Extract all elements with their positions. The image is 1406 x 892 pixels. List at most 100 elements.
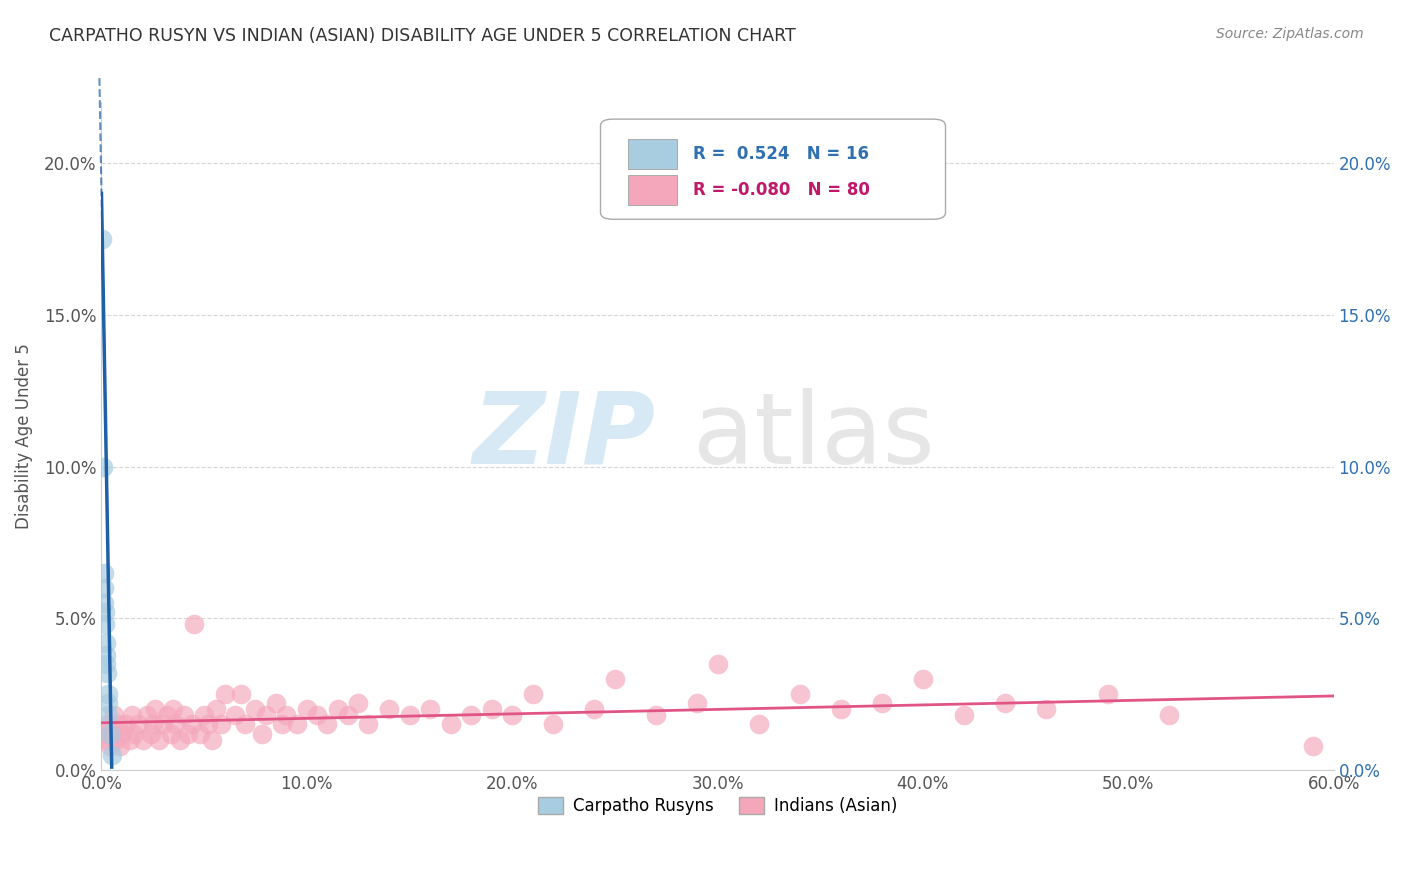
Point (398, 708, 420, 723)
Point (188, 726, 211, 740)
Point (197, 717, 219, 731)
Point (336, 708, 359, 723)
Point (156, 708, 179, 723)
Point (93, 726, 115, 740)
Point (173, 708, 195, 723)
Point (1302, 739, 1324, 753)
Point (180, 717, 202, 731)
Point (169, 732, 191, 747)
Point (97, 696, 120, 710)
Point (162, 702, 184, 716)
Point (224, 708, 246, 723)
Text: ZIP: ZIP (472, 388, 657, 484)
Point (93, 596, 115, 610)
Point (603, 672, 626, 686)
Text: atlas: atlas (693, 388, 935, 484)
Point (193, 708, 215, 723)
Point (143, 702, 166, 716)
Point (91, 459, 114, 474)
Point (911, 672, 934, 686)
Point (994, 696, 1017, 710)
Point (460, 708, 482, 723)
Point (91, 232, 114, 246)
Point (100, 726, 122, 740)
Point (357, 717, 380, 731)
Point (686, 696, 709, 710)
FancyBboxPatch shape (627, 139, 676, 169)
Point (135, 708, 157, 723)
Point (96, 665, 118, 680)
Point (748, 717, 770, 731)
Point (93, 566, 115, 580)
Point (152, 717, 174, 731)
Point (121, 708, 143, 723)
Point (1035, 702, 1057, 716)
Point (706, 657, 728, 671)
Point (789, 687, 811, 701)
Point (165, 717, 187, 731)
Point (378, 702, 401, 716)
Point (347, 696, 370, 710)
Point (285, 717, 308, 731)
Point (98, 739, 121, 753)
Point (183, 617, 205, 632)
Point (142, 717, 165, 731)
Point (326, 702, 349, 716)
Point (97, 708, 120, 723)
Point (645, 708, 668, 723)
Text: R =  0.524   N = 16: R = 0.524 N = 16 (693, 145, 869, 163)
Point (201, 732, 224, 747)
Point (870, 696, 893, 710)
Point (316, 717, 339, 731)
Legend: Carpatho Rusyns, Indians (Asian): Carpatho Rusyns, Indians (Asian) (531, 790, 904, 822)
Text: Source: ZipAtlas.com: Source: ZipAtlas.com (1216, 27, 1364, 41)
Point (115, 717, 138, 731)
Point (94, 648, 117, 662)
Point (953, 708, 976, 723)
Text: R = -0.080   N = 80: R = -0.080 N = 80 (693, 181, 870, 199)
Point (97, 687, 120, 701)
Point (98, 726, 121, 740)
Point (245, 702, 267, 716)
Point (229, 687, 252, 701)
Point (108, 739, 131, 753)
Y-axis label: Disability Age Under 5: Disability Age Under 5 (15, 343, 32, 529)
Point (111, 726, 134, 740)
Point (233, 717, 256, 731)
Text: CARPATHO RUSYN VS INDIAN (ASIAN) DISABILITY AGE UNDER 5 CORRELATION CHART: CARPATHO RUSYN VS INDIAN (ASIAN) DISABIL… (49, 27, 796, 45)
Point (139, 726, 162, 740)
Point (177, 726, 200, 740)
Point (307, 708, 329, 723)
Point (254, 708, 277, 723)
Point (100, 747, 122, 762)
Point (94, 732, 117, 747)
Point (543, 717, 565, 731)
Point (439, 717, 461, 731)
Point (271, 717, 294, 731)
Point (1159, 708, 1181, 723)
Point (93, 605, 115, 619)
Point (120, 732, 142, 747)
Point (94, 635, 117, 649)
Point (205, 702, 228, 716)
Point (148, 732, 170, 747)
Point (209, 717, 232, 731)
Point (264, 696, 287, 710)
Point (131, 732, 153, 747)
Point (501, 708, 523, 723)
Point (214, 687, 236, 701)
Point (583, 702, 606, 716)
Point (107, 717, 129, 731)
Point (104, 732, 127, 747)
Point (103, 708, 125, 723)
FancyBboxPatch shape (627, 175, 676, 204)
Point (97, 717, 120, 731)
Point (160, 726, 183, 740)
Point (295, 702, 318, 716)
Point (419, 702, 441, 716)
Point (124, 726, 146, 740)
Point (250, 726, 273, 740)
FancyBboxPatch shape (600, 120, 945, 219)
Point (481, 702, 503, 716)
Point (93, 581, 115, 595)
